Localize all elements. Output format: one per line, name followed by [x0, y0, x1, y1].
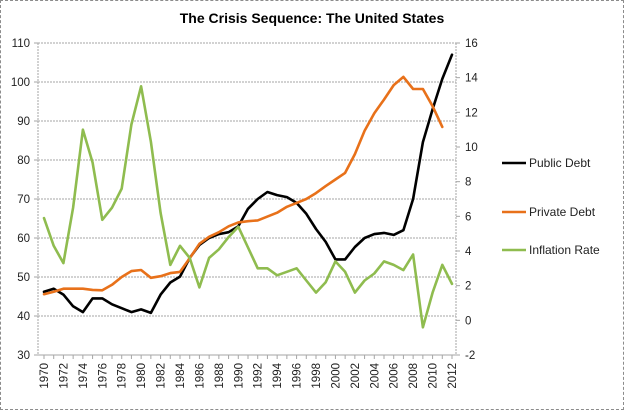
x-axis-tick-label: 2012	[447, 363, 459, 389]
right-axis-tick-label: 2	[465, 281, 471, 293]
x-axis-tick-label: 1972	[58, 363, 70, 389]
x-axis-tick-label: 2000	[330, 363, 342, 389]
right-axis-tick-label: 4	[465, 246, 472, 258]
left-axis-tick-label: 90	[17, 116, 30, 128]
x-axis-tick-label: 1986	[194, 363, 206, 389]
left-axis-tick-label: 70	[17, 194, 30, 206]
left-axis-tick-label: 100	[11, 77, 30, 89]
right-axis-tick-label: 16	[465, 38, 478, 50]
right-axis-tick-label: 6	[465, 211, 471, 223]
x-axis-tick-label: 1996	[292, 363, 304, 389]
x-axis-tick-label: 1984	[175, 362, 187, 388]
left-axis-tick-label: 60	[17, 233, 30, 245]
x-axis-tick-label: 2008	[408, 363, 420, 389]
axes: 30 40 50 60 70 80 90 100 110 -2 0 2 4 6 8 10 12 14 16 1970 1…	[11, 38, 479, 389]
series-line-inflation-rate	[42, 85, 454, 329]
right-axis-tick-label: 10	[465, 142, 478, 154]
right-axis-tick-label: 12	[465, 107, 478, 119]
x-axis-tick-label: 1980	[136, 363, 148, 389]
right-axis-tick-label: 8	[465, 177, 471, 189]
x-axis-tick-label: 1998	[311, 363, 323, 389]
x-axis-tick-label: 1990	[233, 363, 245, 389]
x-axis-tick-label: 2006	[389, 363, 401, 389]
legend-label-inflation-rate: Inflation Rate	[529, 243, 600, 257]
chart-title: The Crisis Sequence: The United States	[179, 10, 445, 26]
x-axis-tick-label: 1992	[253, 363, 265, 389]
x-axis-tick-label: 1982	[156, 363, 168, 389]
x-axis-tick-label: 1978	[117, 363, 129, 389]
left-axis-tick-label: 110	[12, 38, 30, 50]
x-axis-tick-label: 1974	[78, 362, 90, 388]
right-axis-tick-label: -2	[465, 350, 475, 362]
series-line-private-debt	[42, 75, 444, 296]
x-axis-tick-label: 1994	[272, 362, 284, 388]
x-axis-tick-label: 1970	[39, 363, 51, 389]
legend-label-public-debt: Public Debt	[529, 156, 591, 170]
left-axis-tick-label: 80	[17, 155, 30, 167]
left-axis-tick-label: 50	[17, 272, 30, 284]
legend-label-private-debt: Private Debt	[529, 205, 596, 219]
right-axis-tick-label: 0	[465, 315, 471, 327]
left-axis-tick-label: 30	[17, 350, 30, 362]
legend: Public Debt Private Debt Inflation Rate	[502, 156, 600, 257]
right-axis-tick-label: 14	[465, 73, 478, 85]
x-axis-tick-label: 2002	[350, 363, 362, 389]
x-axis-tick-label: 1976	[97, 363, 109, 389]
x-axis-tick-label: 1988	[214, 363, 226, 389]
series-line-public-debt	[42, 53, 454, 315]
x-axis-tick-label: 2004	[369, 362, 381, 388]
left-axis-tick-label: 40	[17, 311, 30, 323]
gridlines	[38, 42, 456, 356]
series-lines	[42, 53, 454, 329]
x-axis-tick-label: 2010	[428, 363, 440, 389]
